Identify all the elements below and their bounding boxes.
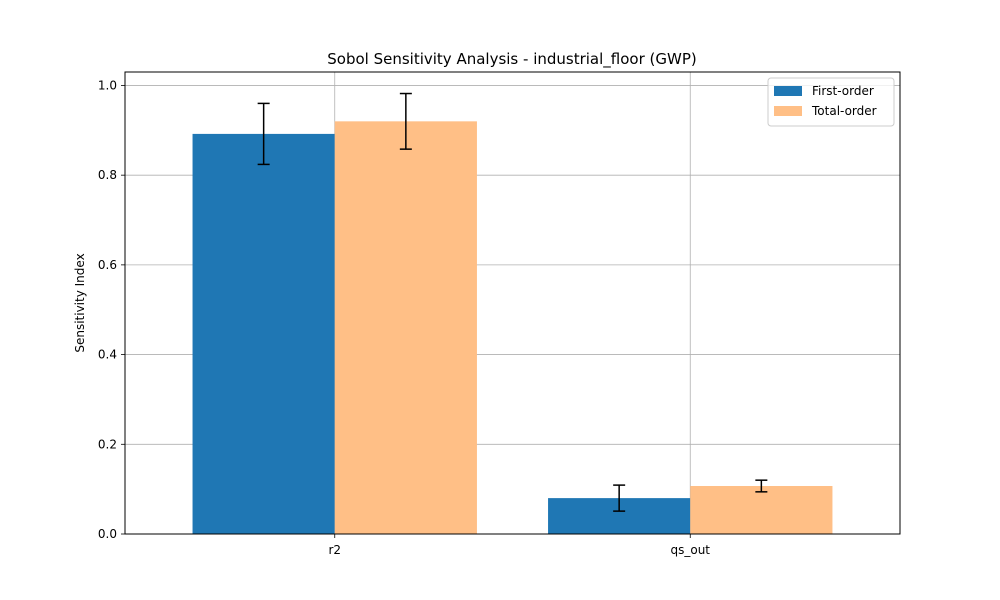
x-tick-label-r2: r2 xyxy=(328,543,341,557)
legend-entry-total-order: Total-order xyxy=(811,104,877,118)
y-tick-label: 1.0 xyxy=(98,78,117,92)
error-bars xyxy=(257,92,768,512)
bar-total-order-qs-out xyxy=(690,486,833,534)
legend-swatch xyxy=(774,106,802,116)
y-tick-label: 0.8 xyxy=(98,168,117,182)
bars xyxy=(192,121,833,534)
error-bar-total-order-qs-out xyxy=(755,479,768,493)
legend: First-order Total-order xyxy=(767,77,895,127)
error-bar-first-order-qs-out xyxy=(613,484,626,512)
error-bar-first-order-r2 xyxy=(257,102,270,166)
y-axis: 0.0 0.2 0.4 0.6 0.8 1.0 xyxy=(98,78,125,541)
bar-total-order-r2 xyxy=(334,121,477,534)
error-bar-total-order-r2 xyxy=(399,92,412,150)
y-tick-label: 0.0 xyxy=(98,527,117,541)
x-axis: r2 qs_out xyxy=(328,534,710,557)
y-tick-label: 0.2 xyxy=(98,437,117,451)
plot-frame xyxy=(124,71,901,535)
bar-first-order-r2 xyxy=(192,133,335,534)
legend-entry-first-order: First-order xyxy=(812,84,874,98)
y-tick-label: 0.4 xyxy=(98,348,117,362)
legend-swatch xyxy=(774,86,802,96)
y-axis-label: Sensitivity Index xyxy=(73,253,87,352)
chart-title: Sobol Sensitivity Analysis - industrial_… xyxy=(327,50,696,69)
y-tick-label: 0.6 xyxy=(98,258,117,272)
x-tick-label-qs-out: qs_out xyxy=(670,543,710,557)
